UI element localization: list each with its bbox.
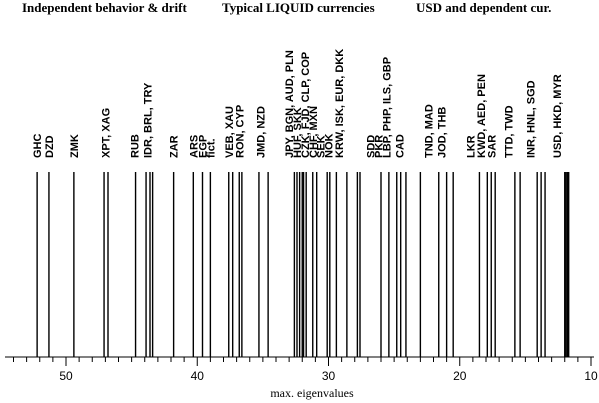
currency-label: PKR — [373, 135, 385, 158]
currency-label: INR, HNL, SGD — [526, 80, 538, 158]
currency-label: NOK — [324, 134, 336, 159]
currency-label: JPY, BGN, AUD, PLN — [284, 50, 296, 158]
currency-label: HUF, SKK — [292, 107, 304, 158]
currency-label: SDD — [366, 135, 378, 158]
currency-label: USD, HKD, MYR — [552, 74, 564, 158]
section-header: Independent behavior & drift — [22, 0, 187, 15]
currency-label: KRW, ISK, EUR, DKK — [334, 49, 346, 158]
currency-label: CAD — [394, 134, 406, 158]
currency-label: DZD — [44, 135, 56, 158]
currency-label: JOD, THB — [436, 107, 448, 158]
tick-label: 20 — [453, 369, 467, 383]
currency-label: XPT, XAG — [100, 108, 112, 158]
tick-label: 10 — [584, 369, 598, 383]
currency-label: CHF, MXN — [308, 106, 320, 158]
currency-label: TTD, TWD — [503, 105, 515, 158]
x-axis-title: max. eigenvalues — [270, 386, 354, 400]
currency-label: LKR — [465, 135, 477, 158]
currency-label: SEK — [316, 135, 328, 158]
currency-label: LBP, PHP, ILS, GBP — [381, 57, 393, 158]
currency-label: VEB, XAU — [224, 106, 236, 158]
currency-label: ZAR — [169, 135, 181, 158]
currency-label: IDR, BRL, TRY — [142, 82, 154, 158]
currency-label: ZMK — [69, 134, 81, 158]
section-header: USD and dependent cur. — [416, 0, 551, 15]
currency-label: ARS — [188, 135, 200, 158]
currency-label: RON, CYP — [234, 105, 246, 158]
currency-label: RUB — [129, 134, 141, 158]
tick-label: 50 — [59, 369, 73, 383]
currency-label: TND, MAD — [423, 104, 435, 158]
currency-label: CZK, FJD, CLP, COP — [300, 52, 312, 158]
currency-label: KWD, AED, PEN — [476, 74, 488, 158]
tick-label: 40 — [191, 369, 205, 383]
section-header: Typical LIQUID currencies — [222, 0, 375, 15]
tick-label: 30 — [322, 369, 336, 383]
currency-label: fict. — [205, 138, 217, 158]
currency-label: SAR — [486, 135, 498, 158]
currency-label: GHC — [32, 134, 44, 159]
currency-label: JMD, NZD — [255, 106, 267, 158]
currency-label: EGP — [198, 135, 210, 158]
